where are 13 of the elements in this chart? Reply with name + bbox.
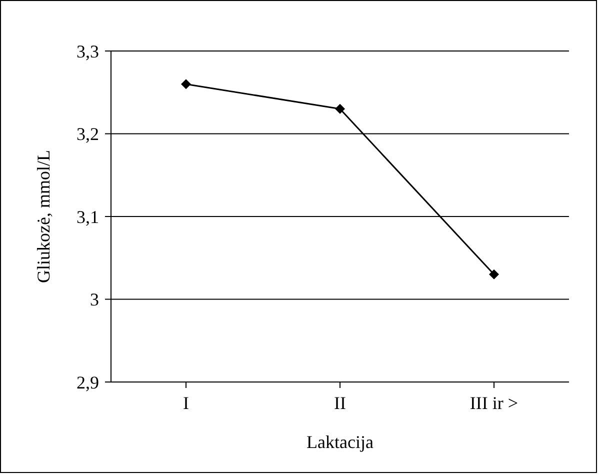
point <box>335 104 345 114</box>
point <box>181 79 191 90</box>
x-tick-label: I <box>183 392 189 413</box>
x-tick-label: II <box>334 392 346 413</box>
y-tick-label: 3 <box>90 290 99 310</box>
y-axis-title: Gliukozė, mmol/L <box>33 150 54 283</box>
x-axis-title: Laktacija <box>306 432 374 452</box>
x-tick-label: III ir > <box>470 392 518 413</box>
point <box>489 269 499 280</box>
y-tick-label: 3,2 <box>76 124 99 144</box>
y-tick-label: 3,3 <box>76 41 99 62</box>
y-tick-label: 2,9 <box>76 372 99 392</box>
y-tick-label: 3,1 <box>76 206 99 227</box>
